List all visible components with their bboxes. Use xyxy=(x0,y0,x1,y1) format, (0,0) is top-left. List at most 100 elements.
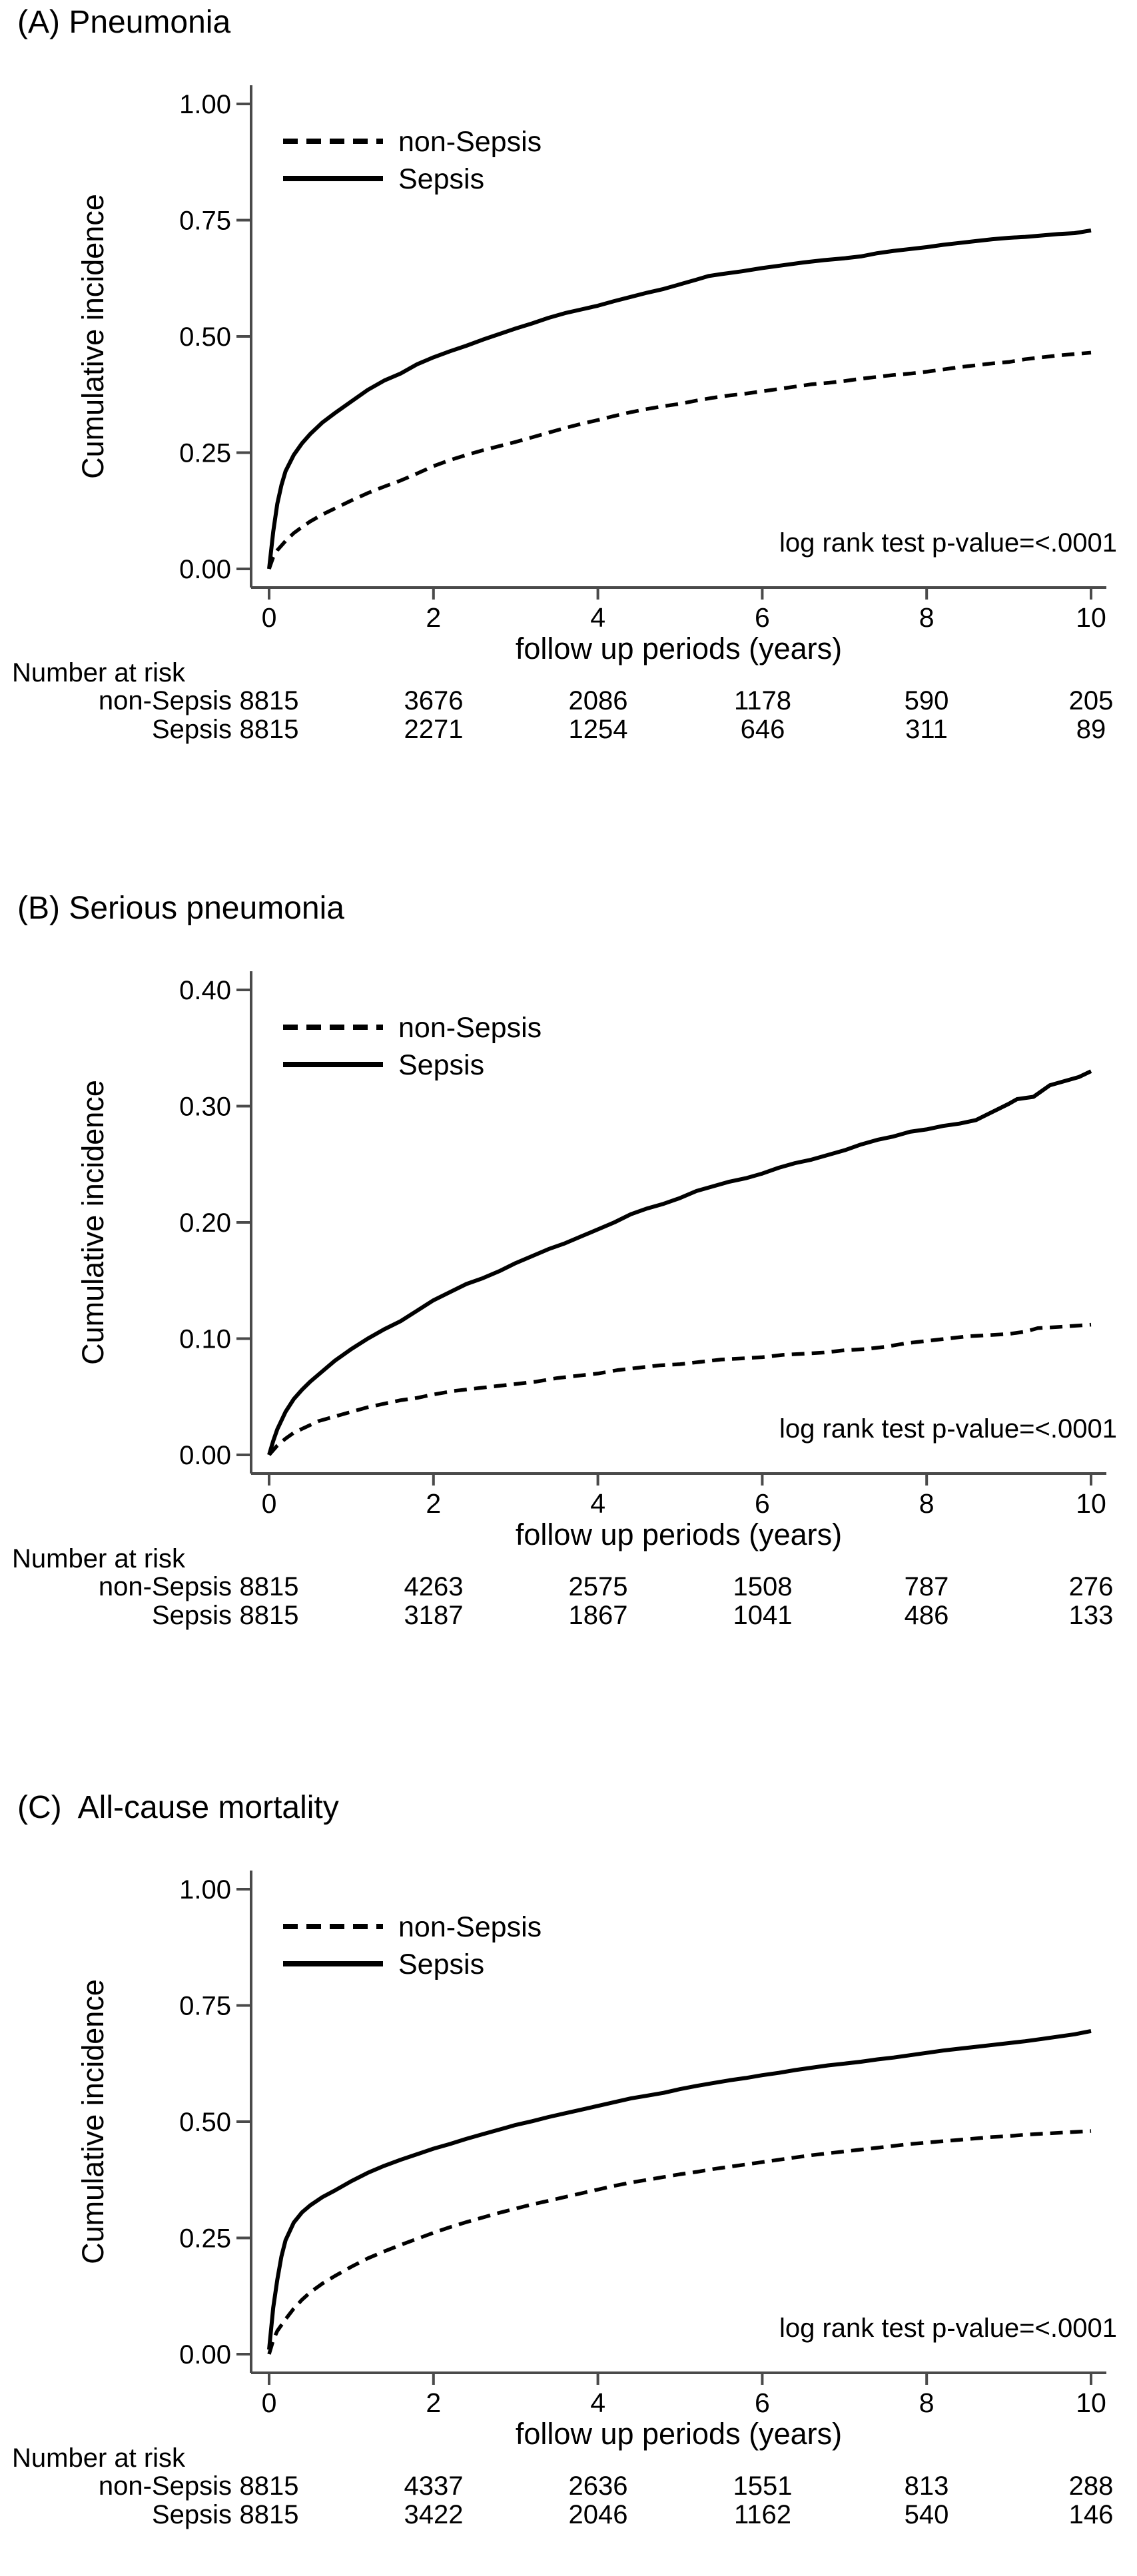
panel-b-plot: 0.00 0.10 0.20 0.30 0.40 0 2 4 6 8 10 non-Sepsis Sep… xyxy=(179,971,1106,1519)
x-ticks: 0 2 4 6 8 10 xyxy=(262,588,1106,633)
x-tick-label: 0 xyxy=(262,2387,277,2418)
risk-count: 8815 xyxy=(239,715,299,744)
x-tick-label: 4 xyxy=(590,2387,605,2418)
series-sepsis-curve xyxy=(267,2028,1092,2350)
series-non-sepsis-curve xyxy=(267,2129,1092,2355)
risk-count: 1867 xyxy=(568,1601,628,1630)
panel-a-number-at-risk-table: non-Sepsis 8815 3676 2086 1178 590 205 Sepsis 88… xyxy=(0,0,1137,833)
panel-a-number-at-risk-label: Number at risk xyxy=(12,658,186,687)
y-tick-label: 0.00 xyxy=(179,555,231,584)
risk-count: 1162 xyxy=(733,2500,791,2529)
risk-count: 205 xyxy=(1068,686,1114,715)
risk-count: 1551 xyxy=(733,2471,793,2501)
x-tick-label: 8 xyxy=(919,1488,935,1519)
y-tick-label: 0.50 xyxy=(179,322,231,352)
x-ticks: 0 2 4 6 8 10 xyxy=(262,1474,1106,1519)
panel-a-pneumonia: 0.00 0.25 0.50 0.75 1.00 0 2 4 6 8 10 non-Sepsis Sep… xyxy=(0,0,1137,833)
x-tick-label: 8 xyxy=(919,2387,935,2418)
x-tick-label: 10 xyxy=(1076,2387,1106,2418)
risk-row-label: Sepsis xyxy=(151,2500,232,2529)
risk-row-label: Sepsis xyxy=(151,715,232,744)
x-tick-label: 10 xyxy=(1076,1488,1106,1519)
x-tick-label: 0 xyxy=(262,1488,277,1519)
risk-count: 486 xyxy=(904,1601,949,1630)
x-ticks: 0 2 4 6 8 10 xyxy=(262,2373,1106,2418)
risk-row-label: non-Sepsis xyxy=(98,2471,232,2501)
x-tick-label: 6 xyxy=(755,2387,770,2418)
x-tick-label: 6 xyxy=(755,602,770,633)
y-tick-label: 0.20 xyxy=(179,1208,231,1238)
y-tick-label: 0.30 xyxy=(179,1092,231,1122)
x-tick-label: 10 xyxy=(1076,602,1106,633)
panel-b-x-axis-label: follow up periods (years) xyxy=(515,1517,843,1551)
legend-label: Sepsis xyxy=(398,163,484,195)
x-tick-label: 2 xyxy=(426,2387,441,2418)
series-non-sepsis-curve xyxy=(267,1322,1092,1456)
x-tick-label: 8 xyxy=(919,602,935,633)
risk-row-sepsis: Sepsis 8815 3422 2046 1162 540 146 xyxy=(0,2500,1137,2531)
panel-c-all-cause-mortality: 0.00 0.25 0.50 0.75 1.00 0 2 4 6 8 10 non-Sepsis Sep… xyxy=(0,1785,1137,2576)
y-ticks: 0.00 0.25 0.50 0.75 1.00 xyxy=(179,1875,251,2369)
risk-count: 1254 xyxy=(568,715,628,744)
risk-row-non-sepsis: non-Sepsis 8815 3676 2086 1178 590 205 xyxy=(0,686,1137,717)
risk-count: 276 xyxy=(1068,1572,1114,1601)
y-tick-label: 0.75 xyxy=(179,1992,231,2021)
panel-b-title: (B) Serious pneumonia xyxy=(17,891,344,926)
panel-b-pvalue-annotation: log rank test p-value=<.0001 xyxy=(779,1414,1117,1444)
risk-count: 4337 xyxy=(404,2471,464,2501)
panel-b-serious-pneumonia: 0.00 0.10 0.20 0.30 0.40 0 2 4 6 8 10 non-Sepsis Sep… xyxy=(0,886,1137,1719)
legend-label: Sepsis xyxy=(398,1948,484,1980)
risk-row-label: non-Sepsis xyxy=(98,686,232,715)
risk-count: 133 xyxy=(1068,1601,1114,1630)
risk-count: 3187 xyxy=(404,1601,464,1630)
risk-count: 311 xyxy=(905,715,948,744)
risk-count: 787 xyxy=(904,1572,949,1601)
risk-count: 2575 xyxy=(568,1572,628,1601)
legend-label: non-Sepsis xyxy=(398,1911,542,1943)
risk-count: 3422 xyxy=(404,2500,464,2529)
risk-row-sepsis: Sepsis 8815 3187 1867 1041 486 133 xyxy=(0,1601,1137,1631)
risk-row-sepsis: Sepsis 8815 2271 1254 646 311 89 xyxy=(0,715,1137,745)
risk-row-label: non-Sepsis xyxy=(98,1572,232,1601)
y-tick-label: 0.40 xyxy=(179,976,231,1005)
series-sepsis-curve xyxy=(267,1069,1092,1456)
y-tick-label: 0.10 xyxy=(179,1325,231,1354)
legend-label: Sepsis xyxy=(398,1049,484,1081)
series-non-sepsis-curve xyxy=(267,350,1092,570)
risk-count: 540 xyxy=(904,2500,949,2529)
legend: non-Sepsis Sepsis xyxy=(283,126,542,195)
panel-c-number-at-risk-table: non-Sepsis 8815 4337 2636 1551 813 288 Sepsis 88… xyxy=(0,1785,1137,2576)
panel-a-pvalue-annotation: log rank test p-value=<.0001 xyxy=(779,528,1117,558)
y-tick-label: 1.00 xyxy=(179,1875,231,1905)
legend: non-Sepsis Sepsis xyxy=(283,1012,542,1081)
risk-count: 1178 xyxy=(733,686,791,715)
risk-count: 2636 xyxy=(568,2471,628,2501)
legend: non-Sepsis Sepsis xyxy=(283,1911,542,1980)
panel-b-number-at-risk-table: non-Sepsis 8815 4263 2575 1508 787 276 Sepsis 88… xyxy=(0,886,1137,1719)
risk-count: 2086 xyxy=(568,686,628,715)
risk-count: 2046 xyxy=(568,2500,628,2529)
series-sepsis-curve xyxy=(267,228,1092,570)
panel-c-x-axis-label: follow up periods (years) xyxy=(515,2417,843,2451)
risk-count: 1041 xyxy=(733,1601,793,1630)
risk-count: 4263 xyxy=(404,1572,464,1601)
risk-count: 1508 xyxy=(733,1572,793,1601)
x-tick-label: 4 xyxy=(590,1488,605,1519)
x-tick-label: 2 xyxy=(426,1488,441,1519)
x-tick-label: 2 xyxy=(426,602,441,633)
risk-count: 646 xyxy=(740,715,785,744)
x-tick-label: 0 xyxy=(262,602,277,633)
risk-count: 8815 xyxy=(239,1601,299,1630)
risk-count: 89 xyxy=(1076,715,1106,744)
panel-c-plot: 0.00 0.25 0.50 0.75 1.00 0 2 4 6 8 10 non-Sepsis Sep… xyxy=(179,1871,1106,2418)
risk-count: 8815 xyxy=(239,1572,299,1601)
y-tick-label: 0.25 xyxy=(179,2224,231,2254)
panel-c-pvalue-annotation: log rank test p-value=<.0001 xyxy=(779,2314,1117,2343)
panel-c-number-at-risk-label: Number at risk xyxy=(12,2443,186,2473)
risk-row-non-sepsis: non-Sepsis 8815 4263 2575 1508 787 276 xyxy=(0,1572,1137,1603)
risk-count: 3676 xyxy=(404,686,464,715)
y-tick-label: 0.50 xyxy=(179,2108,231,2137)
risk-count: 2271 xyxy=(404,715,464,744)
x-tick-label: 4 xyxy=(590,602,605,633)
